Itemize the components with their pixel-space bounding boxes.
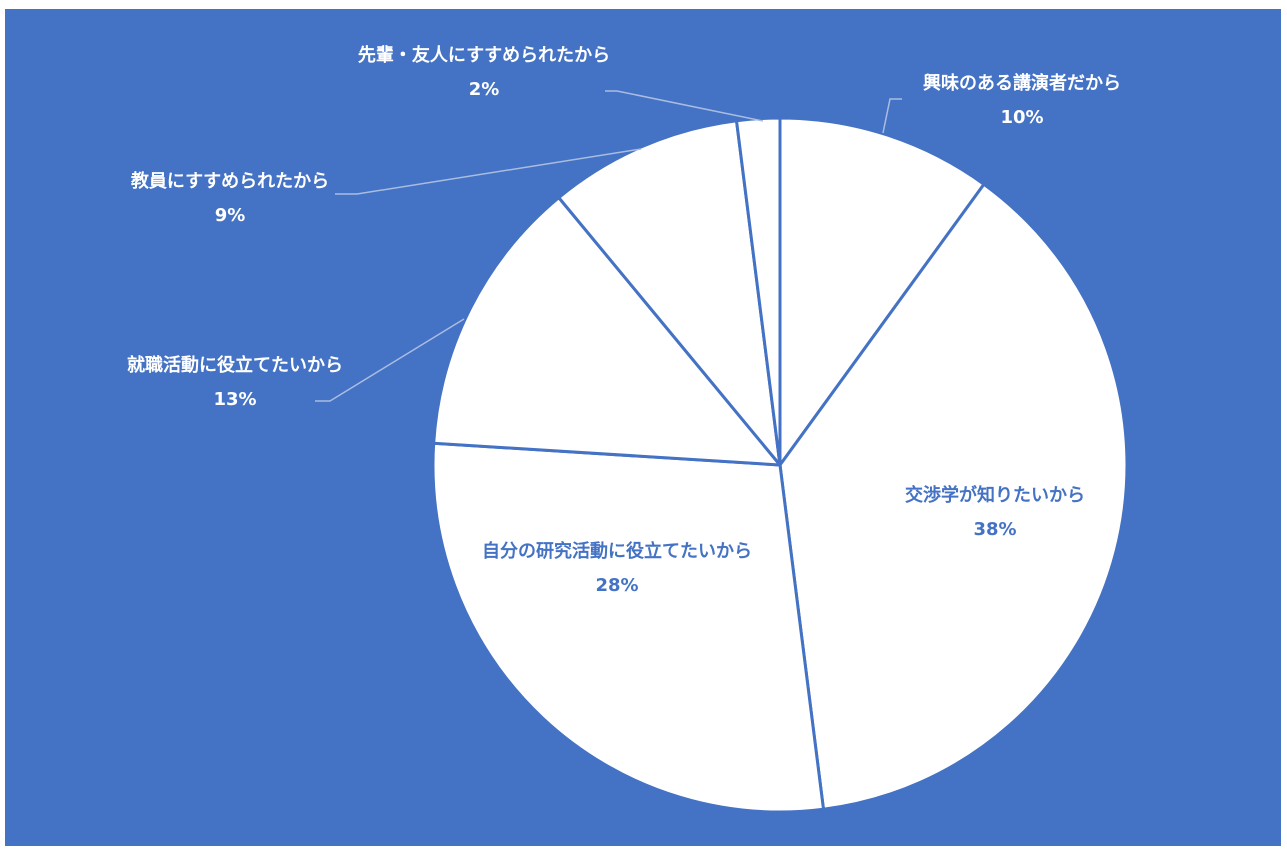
pie-slice-own-research bbox=[431, 441, 825, 814]
slice-label-learn-negotiation: 交渉学が知りたいから bbox=[905, 484, 1085, 506]
slice-value-own-research: 28% bbox=[595, 575, 638, 596]
slice-label-teacher-recommend: 教員にすすめられたから bbox=[131, 170, 329, 192]
slice-value-learn-negotiation: 38% bbox=[973, 519, 1016, 540]
leader-line-teacher-recommend bbox=[335, 148, 642, 195]
pie-slices bbox=[431, 116, 1129, 814]
slice-label-interesting-speaker: 興味のある講演者だから bbox=[923, 72, 1121, 94]
pie-slice-teacher-recommend bbox=[557, 119, 782, 467]
leader-lines bbox=[315, 90, 902, 402]
slice-value-teacher-recommend: 9% bbox=[215, 205, 246, 226]
slice-value-interesting-speaker: 10% bbox=[1000, 107, 1043, 128]
data-labels: 興味のある講演者だから 10% 交渉学が知りたいから 38% 自分の研究活動に役立てたい… bbox=[127, 44, 1121, 596]
pie-chart: 興味のある講演者だから 10% 交渉学が知りたいから 38% 自分の研究活動に役立てたい… bbox=[5, 9, 1281, 846]
slice-label-senior-friend-recommend: 先輩・友人にすすめられたから bbox=[358, 44, 610, 66]
leader-line-interesting-speaker bbox=[882, 98, 902, 134]
pie-slice-senior-friend-recommend bbox=[735, 116, 782, 467]
pie-slice-interesting-speaker bbox=[778, 116, 986, 467]
slice-label-job-hunting: 就職活動に役立てたいから bbox=[127, 354, 343, 376]
leader-line-senior-friend-recommend bbox=[605, 90, 764, 122]
chart-area: 興味のある講演者だから 10% 交渉学が知りたいから 38% 自分の研究活動に役立てたい… bbox=[5, 9, 1281, 846]
leader-line-job-hunting bbox=[315, 318, 465, 402]
slice-label-own-research: 自分の研究活動に役立てたいから bbox=[482, 540, 752, 562]
slice-value-senior-friend-recommend: 2% bbox=[469, 79, 500, 100]
pie-slice-learn-negotiation bbox=[778, 182, 1129, 811]
pie-slice-job-hunting bbox=[432, 196, 782, 467]
slice-value-job-hunting: 13% bbox=[213, 389, 256, 410]
